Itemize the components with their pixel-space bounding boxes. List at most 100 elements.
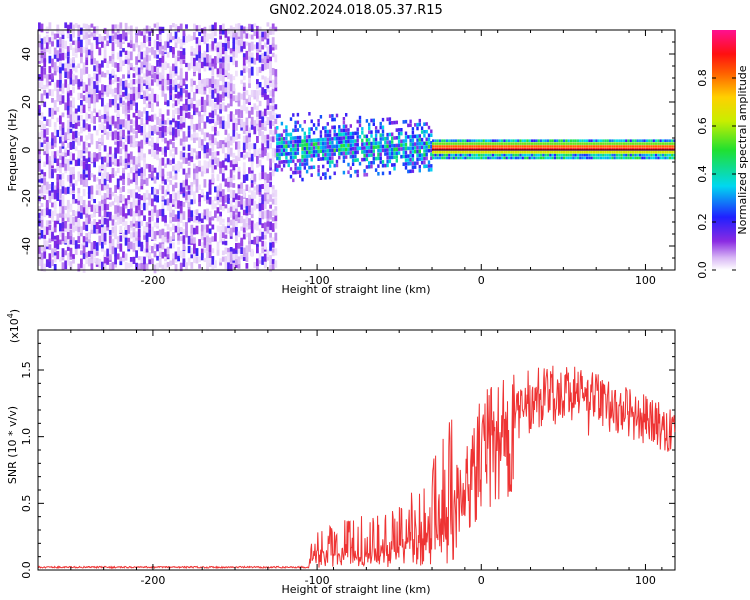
heatmap-cell — [193, 198, 196, 204]
heatmap-cell — [153, 128, 157, 134]
heatmap-cell — [655, 139, 658, 142]
heatmap-cell — [404, 162, 408, 166]
heatmap-cell — [464, 139, 467, 142]
heatmap-cell — [185, 184, 188, 191]
heatmap-cell — [310, 146, 313, 150]
heatmap-cell — [69, 167, 73, 175]
heatmap-cell — [420, 130, 424, 134]
heatmap-cell — [48, 166, 52, 176]
heatmap-cell — [190, 262, 194, 269]
heatmap-cell — [261, 123, 265, 130]
heatmap-cell — [187, 99, 191, 105]
heatmap-cell — [72, 115, 75, 124]
heatmap-cell — [280, 144, 284, 149]
heatmap-cell — [248, 127, 251, 134]
heatmap-cell — [193, 71, 196, 77]
heatmap-cell — [148, 25, 152, 32]
heatmap-cell — [305, 135, 309, 139]
heatmap-cell — [544, 151, 547, 154]
heatmap-cell — [271, 188, 275, 194]
heatmap-cell — [448, 148, 451, 151]
heatmap-cell — [82, 104, 86, 113]
heatmap-cell — [655, 153, 658, 157]
heatmap-cell — [116, 91, 120, 101]
heatmap-cell — [221, 168, 225, 173]
heatmap-cell — [266, 61, 270, 69]
heatmap-cell — [172, 202, 175, 207]
heatmap-cell — [85, 40, 89, 48]
heatmap-cell — [211, 83, 215, 89]
heatmap-cell — [567, 153, 570, 157]
heatmap-cell — [140, 117, 144, 125]
heatmap-cell — [208, 216, 212, 223]
heatmap-cell — [248, 55, 251, 63]
heatmap-cell — [583, 148, 586, 151]
heatmap-cell — [232, 211, 236, 217]
heatmap-cell — [200, 248, 204, 253]
heatmap-cell — [111, 88, 115, 97]
heatmap-cell — [74, 246, 78, 255]
heatmap-cell — [74, 159, 78, 167]
heatmap-cell — [579, 139, 582, 142]
heatmap-cell — [177, 129, 180, 137]
heatmap-cell — [40, 263, 44, 272]
heatmap-cell — [59, 125, 62, 131]
heatmap-cell — [271, 37, 275, 44]
heatmap-cell — [145, 202, 149, 211]
heatmap-cell — [553, 148, 556, 151]
heatmap-cell — [232, 28, 236, 38]
heatmap-cell — [200, 87, 204, 95]
heatmap-cell — [471, 153, 474, 157]
y-tick-label: -40 — [20, 237, 33, 255]
heatmap-cell — [296, 151, 300, 155]
heatmap-cell — [528, 153, 531, 157]
heatmap-cell — [558, 148, 561, 151]
heatmap-cell — [471, 148, 474, 151]
heatmap-cell — [328, 175, 332, 180]
heatmap-cell — [111, 59, 115, 67]
heatmap-cell — [457, 151, 460, 154]
heatmap-cell — [338, 151, 341, 156]
heatmap-cell — [80, 250, 83, 255]
heatmap-cell — [85, 252, 89, 258]
heatmap-cell — [51, 36, 54, 42]
heatmap-cell — [156, 59, 159, 67]
heatmap-cell — [216, 174, 220, 182]
heatmap-cell — [256, 161, 259, 168]
heatmap-cell — [156, 41, 159, 50]
x-tick-label: -100 — [305, 574, 330, 587]
heatmap-cell — [317, 138, 320, 142]
heatmap-cell — [61, 197, 65, 207]
heatmap-cell — [377, 129, 380, 134]
heatmap-cell — [177, 36, 180, 44]
heatmap-cell — [546, 148, 550, 151]
heatmap-cell — [151, 28, 154, 33]
heatmap-cell — [166, 73, 170, 81]
heatmap-cell — [187, 190, 191, 195]
heatmap-cell — [124, 144, 128, 152]
heatmap-cell — [356, 139, 359, 143]
heatmap-cell — [317, 119, 320, 123]
heatmap-cell — [216, 44, 220, 53]
heatmap-cell — [427, 137, 431, 141]
heatmap-cell — [53, 82, 57, 92]
heatmap-cell — [484, 151, 488, 154]
heatmap-cell — [263, 179, 267, 185]
heatmap-cell — [356, 131, 359, 135]
heatmap-cell — [77, 235, 81, 243]
heatmap-cell — [211, 216, 215, 221]
heatmap-cell — [87, 171, 91, 181]
heatmap-cell — [77, 223, 81, 233]
heatmap-cell — [224, 240, 228, 246]
heatmap-cell — [253, 120, 257, 127]
heatmap-cell — [214, 137, 217, 145]
heatmap-cell — [135, 131, 138, 139]
heatmap-cell — [108, 124, 112, 131]
heatmap-cell — [200, 114, 204, 123]
heatmap-cell — [48, 160, 52, 170]
heatmap-cell — [66, 46, 70, 52]
heatmap-cell — [551, 156, 554, 160]
heatmap-cell — [206, 100, 209, 106]
heatmap-cell — [187, 152, 191, 161]
heatmap-cell — [299, 170, 302, 174]
